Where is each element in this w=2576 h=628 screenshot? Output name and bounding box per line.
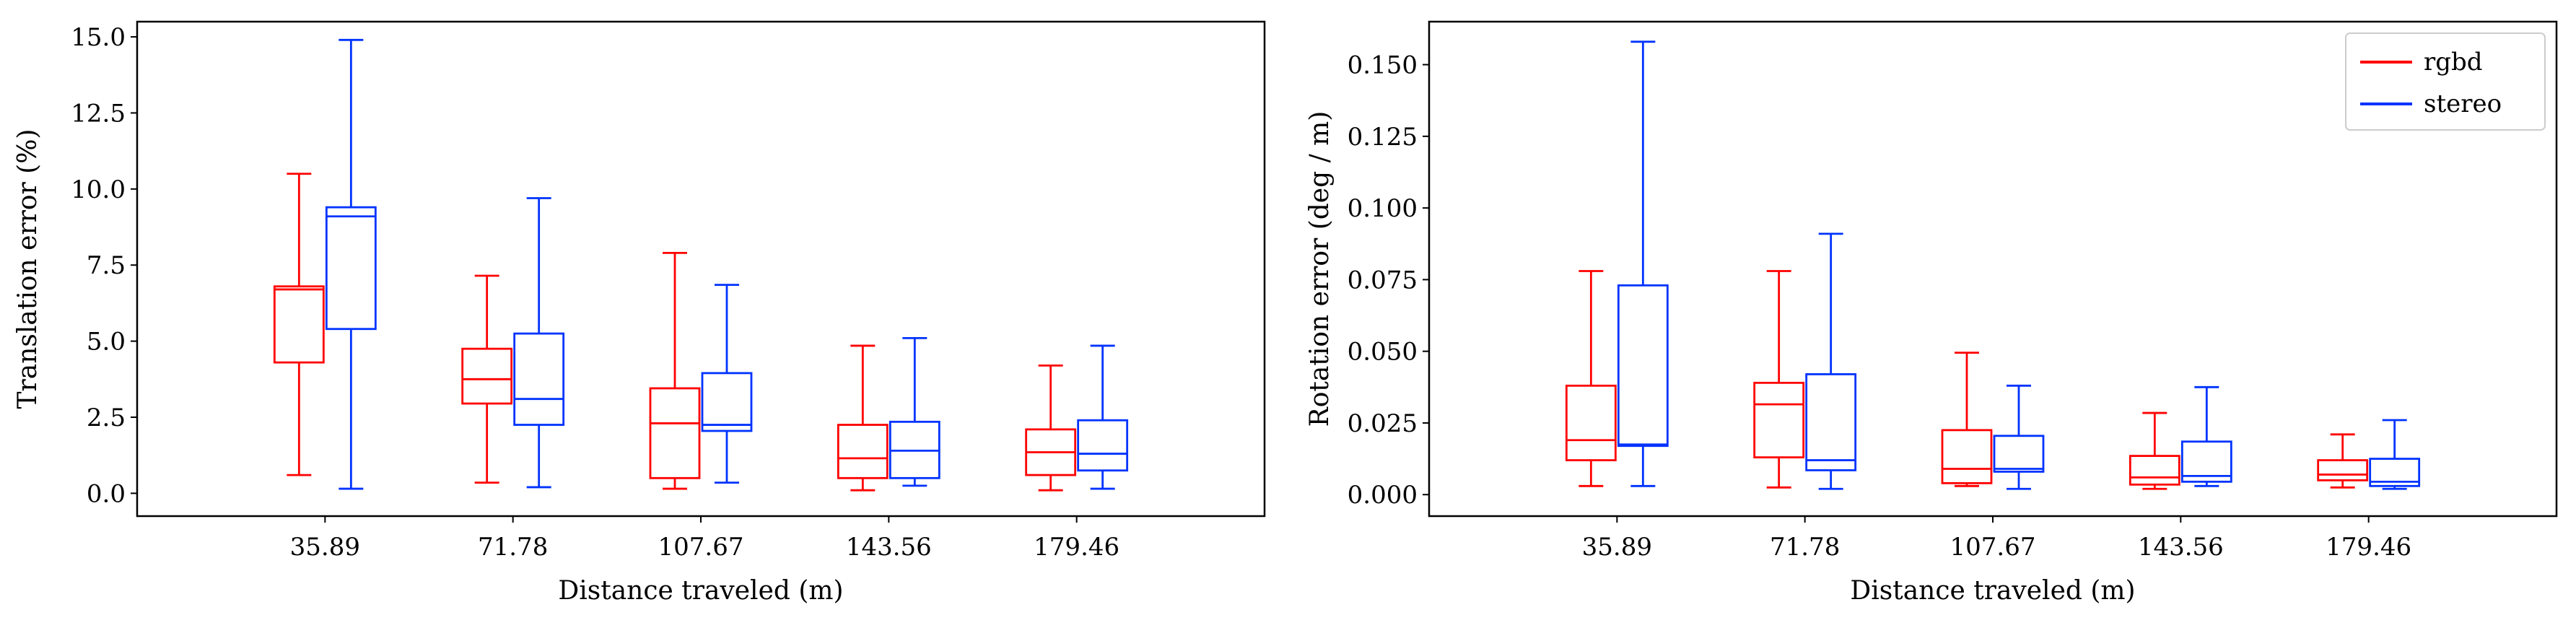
- rotation-error-panel: Distance traveled (m) Rotation error (de…: [1305, 20, 2558, 606]
- iqr-box: [1077, 419, 1129, 472]
- y-tick-label: 0.075: [1348, 266, 1418, 295]
- x-tick-label: 107.67: [1950, 533, 2036, 562]
- iqr-box: [2180, 440, 2232, 483]
- iqr-box: [1941, 429, 1993, 484]
- y-tick-label: 0.000: [1348, 481, 1418, 510]
- stereo-box: [888, 336, 940, 487]
- x-axis-label: Distance traveled (m): [558, 576, 843, 606]
- x-tick-label: 143.56: [846, 533, 932, 562]
- stereo-box: [2369, 419, 2421, 490]
- x-tick-label: 143.56: [2138, 533, 2224, 562]
- y-tick-label: 12.5: [71, 99, 126, 128]
- rgbd-box: [837, 344, 888, 492]
- y-tick-label: 0.125: [1348, 123, 1418, 152]
- y-tick-label: 0.100: [1348, 194, 1418, 223]
- iqr-box: [2129, 455, 2180, 486]
- iqr-box: [461, 347, 513, 405]
- y-tick-label: 0.0: [87, 479, 126, 508]
- rgbd-box: [649, 251, 701, 490]
- iqr-box: [513, 332, 565, 426]
- rgbd-box: [1941, 352, 1993, 487]
- rgbd-box: [1025, 364, 1077, 492]
- y-tick-label: 0.050: [1348, 338, 1418, 367]
- y-tick-label: 0.025: [1348, 409, 1418, 438]
- rgbd-box: [1565, 270, 1617, 487]
- iqr-box: [1993, 435, 2045, 473]
- iqr-box: [325, 206, 377, 331]
- stereo-box: [325, 38, 377, 490]
- x-tick-label: 35.89: [1582, 533, 1652, 562]
- y-axis-label: Rotation error (deg / m): [1305, 111, 1335, 427]
- iqr-box: [1617, 284, 1669, 448]
- x-tick-label: 107.67: [658, 533, 744, 562]
- y-tick-label: 0.150: [1348, 51, 1418, 80]
- stereo-box: [1077, 344, 1129, 490]
- rgbd-box: [2129, 411, 2180, 490]
- legend-label-rgbd: rgbd: [2424, 48, 2483, 77]
- iqr-box: [1565, 384, 1617, 461]
- legend-box: [2345, 32, 2546, 131]
- stereo-box: [2180, 385, 2232, 487]
- x-tick-label: 71.78: [1770, 533, 1840, 562]
- iqr-box: [2317, 459, 2369, 481]
- legend: rgbd stereo: [2345, 32, 2546, 131]
- stereo-box: [701, 284, 753, 484]
- x-tick-label: 179.46: [2326, 533, 2411, 562]
- rgbd-box: [461, 274, 513, 484]
- iqr-box: [649, 387, 701, 479]
- translation-error-panel: Distance traveled (m) Translation error …: [13, 20, 1266, 606]
- y-tick-label: 15.0: [71, 23, 126, 52]
- rgbd-box: [2317, 433, 2369, 489]
- x-tick-label: 179.46: [1034, 533, 1119, 562]
- iqr-box: [273, 285, 325, 364]
- plot-frame: [1428, 20, 2558, 518]
- x-axis-label: Distance traveled (m): [1850, 576, 2135, 606]
- y-tick-label: 5.0: [87, 328, 126, 357]
- stereo-box: [1805, 232, 1857, 490]
- y-tick-label: 2.5: [87, 404, 126, 432]
- rgbd-box: [1753, 270, 1805, 489]
- y-axis-label: Translation error (%): [13, 129, 43, 409]
- y-tick-label: 10.0: [71, 175, 126, 204]
- legend-label-stereo: stereo: [2424, 90, 2502, 118]
- iqr-box: [1753, 381, 1805, 458]
- x-tick-label: 71.78: [478, 533, 548, 562]
- iqr-box: [2369, 458, 2421, 487]
- iqr-box: [701, 372, 753, 432]
- rgbd-box: [273, 173, 325, 476]
- stereo-box: [513, 197, 565, 489]
- iqr-box: [1805, 373, 1857, 471]
- plot-frame: [136, 20, 1266, 518]
- iqr-box: [837, 424, 888, 479]
- stereo-box: [1617, 40, 1669, 487]
- y-tick-label: 7.5: [87, 251, 126, 280]
- x-tick-label: 35.89: [290, 533, 360, 562]
- stereo-box: [1993, 384, 2045, 490]
